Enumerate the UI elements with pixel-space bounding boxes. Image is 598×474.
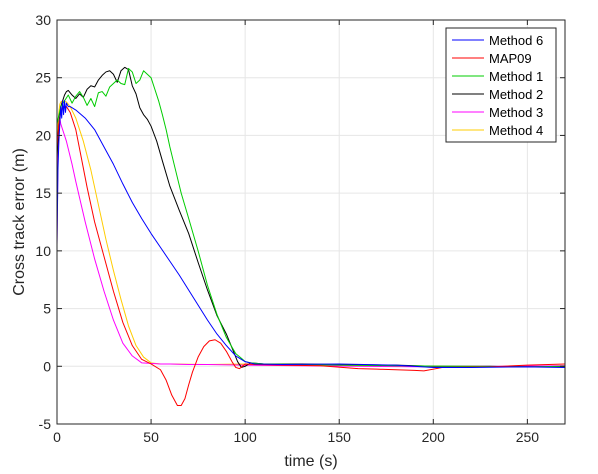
x-tick-label: 50	[143, 429, 159, 445]
axes	[56, 19, 566, 425]
legend-box	[445, 27, 557, 143]
x-tick-label: 250	[516, 429, 540, 445]
legend-label-method-6: Method 6	[489, 33, 543, 48]
legend: Method 6 MAP09 Method 1 Method 2 Method 3 Met…	[445, 27, 557, 143]
legend-label-method-1: Method 1	[489, 69, 543, 84]
x-tick-label: 0	[53, 429, 61, 445]
y-tick-label: 5	[43, 301, 51, 317]
y-tick-label: 25	[35, 70, 51, 86]
x-tick-label: 150	[328, 429, 352, 445]
axes-box	[56, 19, 566, 425]
series-line-map09	[56, 106, 566, 407]
legend-label-method-2: Method 2	[489, 87, 543, 102]
y-axis-label: Cross track error (m)	[11, 148, 28, 296]
y-tick-label: 30	[35, 12, 51, 28]
series-layer	[56, 66, 566, 407]
legend-label-map09: MAP09	[489, 51, 532, 66]
y-tick-label: 15	[35, 185, 51, 201]
y-tick-label: -5	[39, 416, 52, 432]
x-tick-label: 100	[233, 429, 257, 445]
y-tick-label: 20	[35, 127, 51, 143]
legend-label-method-4: Method 4	[489, 123, 543, 138]
y-tick-label: 10	[35, 243, 51, 259]
y-tick-label: 0	[43, 358, 51, 374]
x-tick-label: 200	[422, 429, 446, 445]
x-axis-label: time (s)	[284, 453, 337, 470]
series-line-method-6	[56, 100, 566, 368]
legend-label-method-3: Method 3	[489, 105, 543, 120]
